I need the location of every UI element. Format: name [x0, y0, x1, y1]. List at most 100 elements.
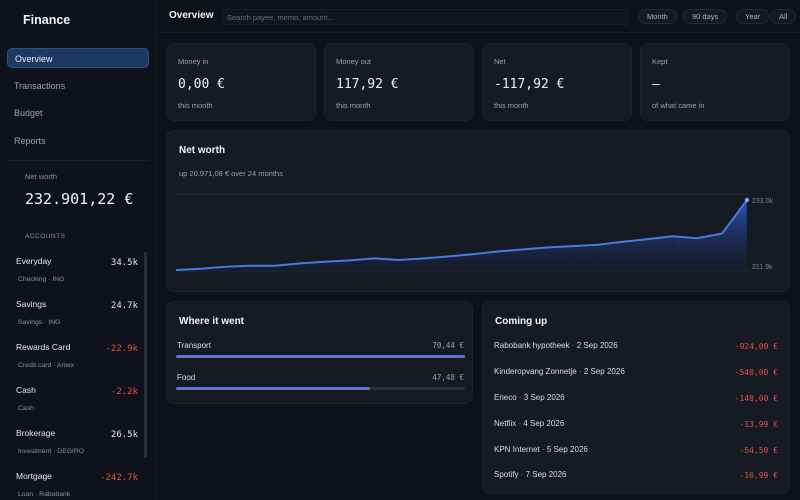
- upcoming-date: 5 Sep 2026: [546, 445, 588, 454]
- account-savings[interactable]: Savings Savings · ING 24.7k: [0, 293, 149, 336]
- separator-dot: ·: [569, 341, 577, 350]
- account-name: Savings: [16, 299, 47, 309]
- upcoming-payee: Spotify: [494, 470, 519, 479]
- stat-label: Net: [494, 57, 506, 66]
- upcoming-amount: -540,00 €: [734, 368, 778, 377]
- account-balance: 26.5k: [110, 430, 138, 440]
- where-it-went-card: Where it went Transport 70,44 € Food 47,…: [166, 301, 473, 404]
- stat-card-kept: Kept — of what came in: [640, 43, 790, 121]
- account-name: Everyday: [16, 256, 52, 266]
- account-rewards-card[interactable]: Rewards Card Credit card · Amex -22.9k: [0, 336, 149, 379]
- stat-value: 117,92 €: [336, 77, 399, 92]
- nav-item-reports[interactable]: Reports: [14, 135, 46, 146]
- account-subtitle: Loan · Rabobank: [18, 491, 71, 498]
- net-worth-point: [744, 197, 750, 203]
- top-bar: Overview Month 90 days Year All: [157, 0, 800, 33]
- net-worth-title: Net worth: [179, 145, 226, 156]
- account-name: Mortgage: [16, 471, 52, 481]
- upcoming-amount: -140,00 €: [734, 394, 778, 403]
- category-name: Transport: [177, 341, 211, 350]
- separator-dot: ·: [518, 470, 526, 479]
- upcoming-payee-date: Kinderopvang Zonnetje · 2 Sep 2026: [494, 367, 625, 376]
- range-90-days-button[interactable]: 90 days: [683, 9, 728, 24]
- nav-item-transactions[interactable]: Transactions: [14, 80, 66, 91]
- separator-dot: ·: [516, 393, 524, 402]
- upcoming-payee-date: KPN Internet · 5 Sep 2026: [494, 445, 588, 454]
- upcoming-row[interactable]: Rabobank hypotheek · 2 Sep 2026 -924,00 €: [494, 341, 778, 357]
- range-year-button[interactable]: Year: [736, 9, 770, 24]
- account-name: Cash: [16, 385, 36, 395]
- account-name: Brokerage: [16, 428, 56, 438]
- stat-card-money-in: Money in 0,00 € this month: [166, 43, 316, 121]
- upcoming-payee: KPN Internet: [494, 445, 540, 454]
- net-worth-area: [176, 200, 747, 270]
- account-list: Everyday Checking · ING 34.5k Savings Sa…: [0, 250, 149, 500]
- account-balance: 34.5k: [110, 258, 138, 268]
- upcoming-payee: Kinderopvang Zonnetje: [494, 367, 577, 376]
- upcoming-payee: Netflix: [494, 419, 517, 428]
- account-subtitle: Checking · ING: [18, 276, 65, 283]
- net-worth-value: 232.901,22 €: [25, 190, 134, 208]
- stat-value: 0,00 €: [178, 77, 225, 92]
- account-balance: -22.9k: [105, 344, 138, 354]
- upcoming-payee-date: Spotify · 7 Sep 2026: [494, 470, 567, 479]
- upcoming-amount: -13,99 €: [739, 420, 778, 429]
- upcoming-row[interactable]: KPN Internet · 5 Sep 2026 -54,50 €: [494, 445, 778, 461]
- category-bar-track: [176, 355, 465, 358]
- upcoming-row[interactable]: Netflix · 4 Sep 2026 -13,99 €: [494, 419, 778, 435]
- account-cash[interactable]: Cash Cash · -2.2k: [0, 379, 149, 422]
- upcoming-date: 4 Sep 2026: [523, 419, 565, 428]
- stat-card-net: Net -117,92 € this month: [482, 43, 632, 121]
- category-bar-fill: [176, 387, 370, 390]
- account-subtitle: Credit card · Amex: [18, 362, 75, 369]
- y-min-label: 211.9k: [752, 264, 773, 271]
- account-everyday[interactable]: Everyday Checking · ING 34.5k: [0, 250, 149, 293]
- stat-caption: this month: [494, 101, 529, 110]
- range-month-button[interactable]: Month: [638, 9, 677, 24]
- stat-label: Money in: [178, 57, 209, 66]
- stat-label: Kept: [652, 57, 668, 66]
- upcoming-row[interactable]: Eneco · 3 Sep 2026 -140,00 €: [494, 393, 778, 409]
- category-name: Food: [177, 373, 196, 382]
- upcoming-date: 2 Sep 2026: [576, 341, 618, 350]
- upcoming-payee: Eneco: [494, 393, 517, 402]
- account-subtitle: Cash ·: [18, 405, 39, 412]
- page-title: Overview: [169, 10, 214, 21]
- upcoming-date: 7 Sep 2026: [525, 470, 567, 479]
- account-mortgage[interactable]: Mortgage Loan · Rabobank -242.7k: [0, 465, 149, 500]
- nav-item-overview[interactable]: Overview: [7, 48, 149, 68]
- account-subtitle: Investment · DEGIRO: [18, 448, 85, 455]
- accounts-heading: ACCOUNTS: [25, 233, 66, 240]
- category-amount: 47,48 €: [432, 373, 464, 382]
- category-amount: 70,44 €: [432, 341, 464, 350]
- upcoming-payee-date: Eneco · 3 Sep 2026: [494, 393, 565, 402]
- net-worth-line: [175, 199, 748, 271]
- upcoming-row[interactable]: Kinderopvang Zonnetje · 2 Sep 2026 -540,0…: [494, 367, 778, 383]
- coming-up-card: Coming up Rabobank hypotheek · 2 Sep 202…: [482, 301, 790, 494]
- stat-label: Money out: [336, 57, 372, 66]
- range-all-button[interactable]: All: [770, 9, 797, 24]
- search-input[interactable]: [222, 9, 629, 25]
- sidebar: Finance Overview Transactions Budget Rep…: [0, 0, 157, 500]
- net-worth-chart: 233.0k 211.9k: [175, 193, 774, 272]
- separator-dot: ·: [539, 445, 547, 454]
- main-nav: Overview Transactions Budget Reports: [7, 48, 149, 158]
- coming-up-title: Coming up: [495, 316, 548, 327]
- separator-dot: ·: [516, 419, 524, 428]
- account-brokerage[interactable]: Brokerage Investment · DEGIRO 26.5k: [0, 422, 149, 465]
- app-title: Finance: [23, 13, 71, 27]
- account-balance: -242.7k: [100, 473, 138, 483]
- upcoming-amount: -10,99 €: [739, 471, 778, 480]
- upcoming-row[interactable]: Spotify · 7 Sep 2026 -10,99 €: [494, 470, 778, 486]
- net-worth-label: Net worth: [25, 172, 58, 181]
- account-list-scrollbar[interactable]: [144, 252, 147, 458]
- nav-item-budget[interactable]: Budget: [14, 108, 43, 118]
- stat-caption: of what came in: [652, 101, 705, 110]
- upcoming-amount: -54,50 €: [739, 446, 778, 455]
- upcoming-date: 3 Sep 2026: [523, 393, 565, 402]
- net-worth-card: Net worth up 20.971,08 € over 24 months …: [166, 130, 790, 292]
- net-worth-subtitle: up 20.971,08 € over 24 months: [179, 169, 283, 178]
- stat-card-money-out: Money out 117,92 € this month: [324, 43, 474, 121]
- sidebar-divider: [7, 160, 149, 161]
- category-bar-fill: [176, 355, 465, 358]
